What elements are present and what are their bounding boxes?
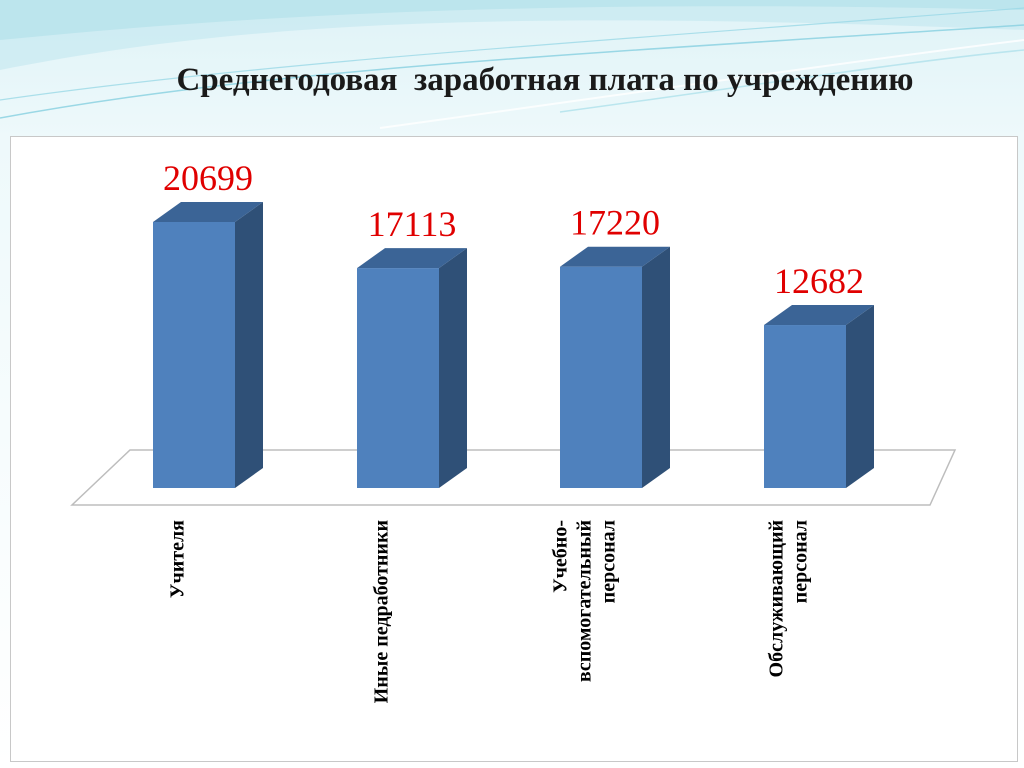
bar-side	[846, 305, 874, 488]
data-label: 12682	[774, 261, 864, 301]
tick-label: Обслуживающий	[766, 520, 788, 677]
tick-label: Учителя	[167, 520, 189, 598]
tick-label: Иные педработники	[371, 520, 393, 703]
bar-side	[642, 246, 670, 488]
bar-side	[235, 202, 263, 488]
bar	[153, 222, 235, 488]
bar	[560, 266, 642, 488]
tick-label: персонал	[598, 520, 620, 603]
bar-top	[764, 305, 874, 326]
bar-top	[357, 248, 467, 269]
bar-top	[560, 246, 670, 267]
bar	[357, 268, 439, 488]
tick-label: персонал	[790, 520, 812, 603]
data-label: 20699	[163, 158, 253, 198]
category-label: Учителя	[167, 520, 189, 598]
bar-side	[439, 248, 467, 488]
category-label: Обслуживающий персонал	[766, 520, 812, 677]
data-label: 17113	[368, 204, 457, 244]
chart-floor	[70, 449, 957, 506]
tick-label: вспомогательный	[574, 520, 596, 682]
category-label: Учебно-вспомогательный персонал	[550, 520, 620, 682]
bar	[764, 325, 846, 488]
bar-top	[153, 202, 263, 222]
data-label: 17220	[570, 203, 660, 243]
tick-label: Учебно-	[550, 520, 572, 593]
category-label: Иные педработники	[371, 520, 393, 703]
slide-title: Среднегодовая заработная плата по учрежд…	[176, 62, 914, 98]
